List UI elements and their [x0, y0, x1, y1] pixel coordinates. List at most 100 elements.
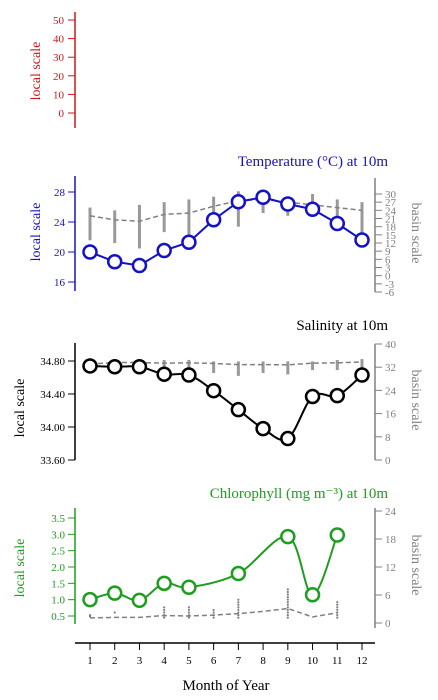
- p4-basin-dot: [286, 598, 289, 601]
- p4-y-tick-label: 0.5: [51, 611, 65, 623]
- p2-local-point: [156, 242, 172, 259]
- p2-y-tick-label: 24: [54, 217, 66, 229]
- p4-y2-tick-label: 24: [385, 506, 397, 518]
- p4-basin-dot: [286, 596, 289, 599]
- p2-local-line: [89, 196, 363, 267]
- p3-local-point: [280, 430, 296, 447]
- p2-y2-tick-label: 24: [385, 205, 397, 217]
- p4-basin-dot: [163, 606, 166, 609]
- p4-local-line: [89, 534, 339, 602]
- p2-y2-tick-label: 30: [385, 189, 397, 201]
- p2-local-point: [304, 201, 321, 217]
- p4-basin-dot: [286, 601, 289, 604]
- x-tick-label: 1: [87, 655, 93, 667]
- p4-basin-dot: [336, 613, 339, 617]
- p4-local-point: [329, 527, 346, 543]
- p1-y-tick-label: 50: [53, 15, 65, 27]
- p3-local-line: [89, 364, 363, 441]
- p3-plot: 34.80 34.40 34.00 33.60 40 32 24 16 8 0: [40, 339, 396, 467]
- p4-basin-dot: [237, 608, 240, 612]
- p3-local-point: [106, 359, 123, 375]
- p4-y2-tick-label: 6: [385, 590, 391, 602]
- p4-local-point: [82, 591, 98, 608]
- p3-y-tick-label: 33.60: [40, 455, 65, 467]
- p4-basin-dot: [286, 606, 289, 609]
- p4-y-tick-label: 2.5: [51, 546, 65, 558]
- p2-y2-label: basin scale: [408, 202, 423, 263]
- p3-y-tick-label: 34.00: [40, 422, 65, 434]
- p2-local-point: [255, 189, 271, 205]
- p4-basin-dot: [336, 601, 339, 604]
- x-tick-label: 5: [186, 655, 192, 667]
- p4-title: Chlorophyll (mg m⁻³) at 10m: [210, 486, 389, 502]
- p3-y2-tick-label: 8: [385, 432, 391, 444]
- x-tick-label: 6: [211, 655, 217, 667]
- panel-temperature: Temperature (°C) at 10m local scale basi…: [29, 154, 423, 299]
- p3-local-point: [82, 358, 98, 374]
- p2-y-label: local scale: [29, 203, 44, 262]
- p3-local-point: [255, 420, 271, 437]
- p4-basin-dot: [336, 606, 339, 609]
- p4-basin-dot: [336, 603, 339, 606]
- x-tick-label: 9: [285, 655, 291, 667]
- p1-y-label: local scale: [29, 42, 44, 101]
- p4-basin-dot: [212, 608, 215, 612]
- p4-basin-dot: [163, 608, 166, 612]
- p2-y2-tick-label: -3: [385, 279, 395, 291]
- p3-y2-tick-label: 24: [385, 385, 397, 397]
- p3-y2-label: basin scale: [408, 369, 423, 430]
- p4-y-label: local scale: [13, 539, 28, 598]
- x-tick-label: 3: [137, 655, 143, 667]
- p2-local-point: [131, 257, 148, 274]
- x-axis: 1 2 3 4 5 6 7 8 9 10 11 12 Month of Year: [75, 642, 375, 694]
- p3-y2-tick-label: 40: [385, 339, 397, 351]
- p4-y2-label: basin scale: [408, 534, 423, 595]
- p4-basin-line: [89, 607, 338, 619]
- p4-basin-dot: [88, 613, 92, 617]
- p3-local-point: [156, 366, 172, 382]
- panel-salinity: Salinity at 10m local scale basin scale …: [13, 318, 423, 467]
- p4-basin-dot: [237, 601, 240, 604]
- x-axis-label: Month of Year: [182, 678, 269, 694]
- p2-y-tick-label: 28: [54, 187, 66, 199]
- p3-y-tick-label: 34.80: [40, 356, 65, 368]
- p3-y-tick-label: 34.40: [40, 389, 65, 401]
- p4-basin-dot: [187, 616, 191, 619]
- p2-local-point: [82, 244, 98, 260]
- p2-y2-tick-label: 9: [385, 246, 391, 258]
- p2-y2-tick-label: 6: [385, 254, 391, 266]
- p1-y-tick-label: 20: [53, 71, 65, 83]
- p2-title: Temperature (°C) at 10m: [238, 154, 389, 170]
- p4-basin-dot: [336, 616, 339, 619]
- p3-local-point: [354, 367, 370, 383]
- p3-basin-line: [89, 361, 363, 366]
- p2-y2-tick-label: 0: [385, 271, 391, 283]
- p4-local-point: [304, 587, 321, 603]
- p4-basin-dot: [163, 611, 166, 614]
- x-tick-label: 8: [260, 655, 266, 667]
- p3-y-label: local scale: [13, 379, 28, 438]
- p3-title: Salinity at 10m: [296, 318, 388, 334]
- p3-y2-tick-label: 16: [385, 409, 397, 421]
- x-ticks: 1 2 3 4 5 6 7 8 9 10 11 12: [87, 643, 368, 667]
- p4-local-point: [156, 575, 172, 592]
- p4-local-point: [106, 585, 123, 601]
- p2-local-point: [106, 254, 123, 270]
- x-tick-label: 12: [357, 655, 368, 667]
- p4-basin-dot: [286, 611, 289, 614]
- p4-local-point: [131, 592, 148, 609]
- p2-y2-tick-label: 15: [385, 230, 397, 242]
- p1-y-tick-label: 0: [59, 108, 65, 120]
- p4-basin-dot: [286, 590, 289, 594]
- p2-local-point: [181, 234, 197, 250]
- p4-basin-dot: [187, 611, 191, 614]
- p4-basin-dot: [187, 608, 191, 612]
- p3-local-point: [230, 401, 247, 418]
- p3-local-point: [329, 387, 346, 404]
- p4-y2-tick-label: 18: [385, 534, 397, 546]
- p4-y-tick-label: 3.0: [51, 529, 65, 541]
- p4-y-tick-label: 1.5: [51, 578, 65, 590]
- p3-local-point: [181, 367, 197, 383]
